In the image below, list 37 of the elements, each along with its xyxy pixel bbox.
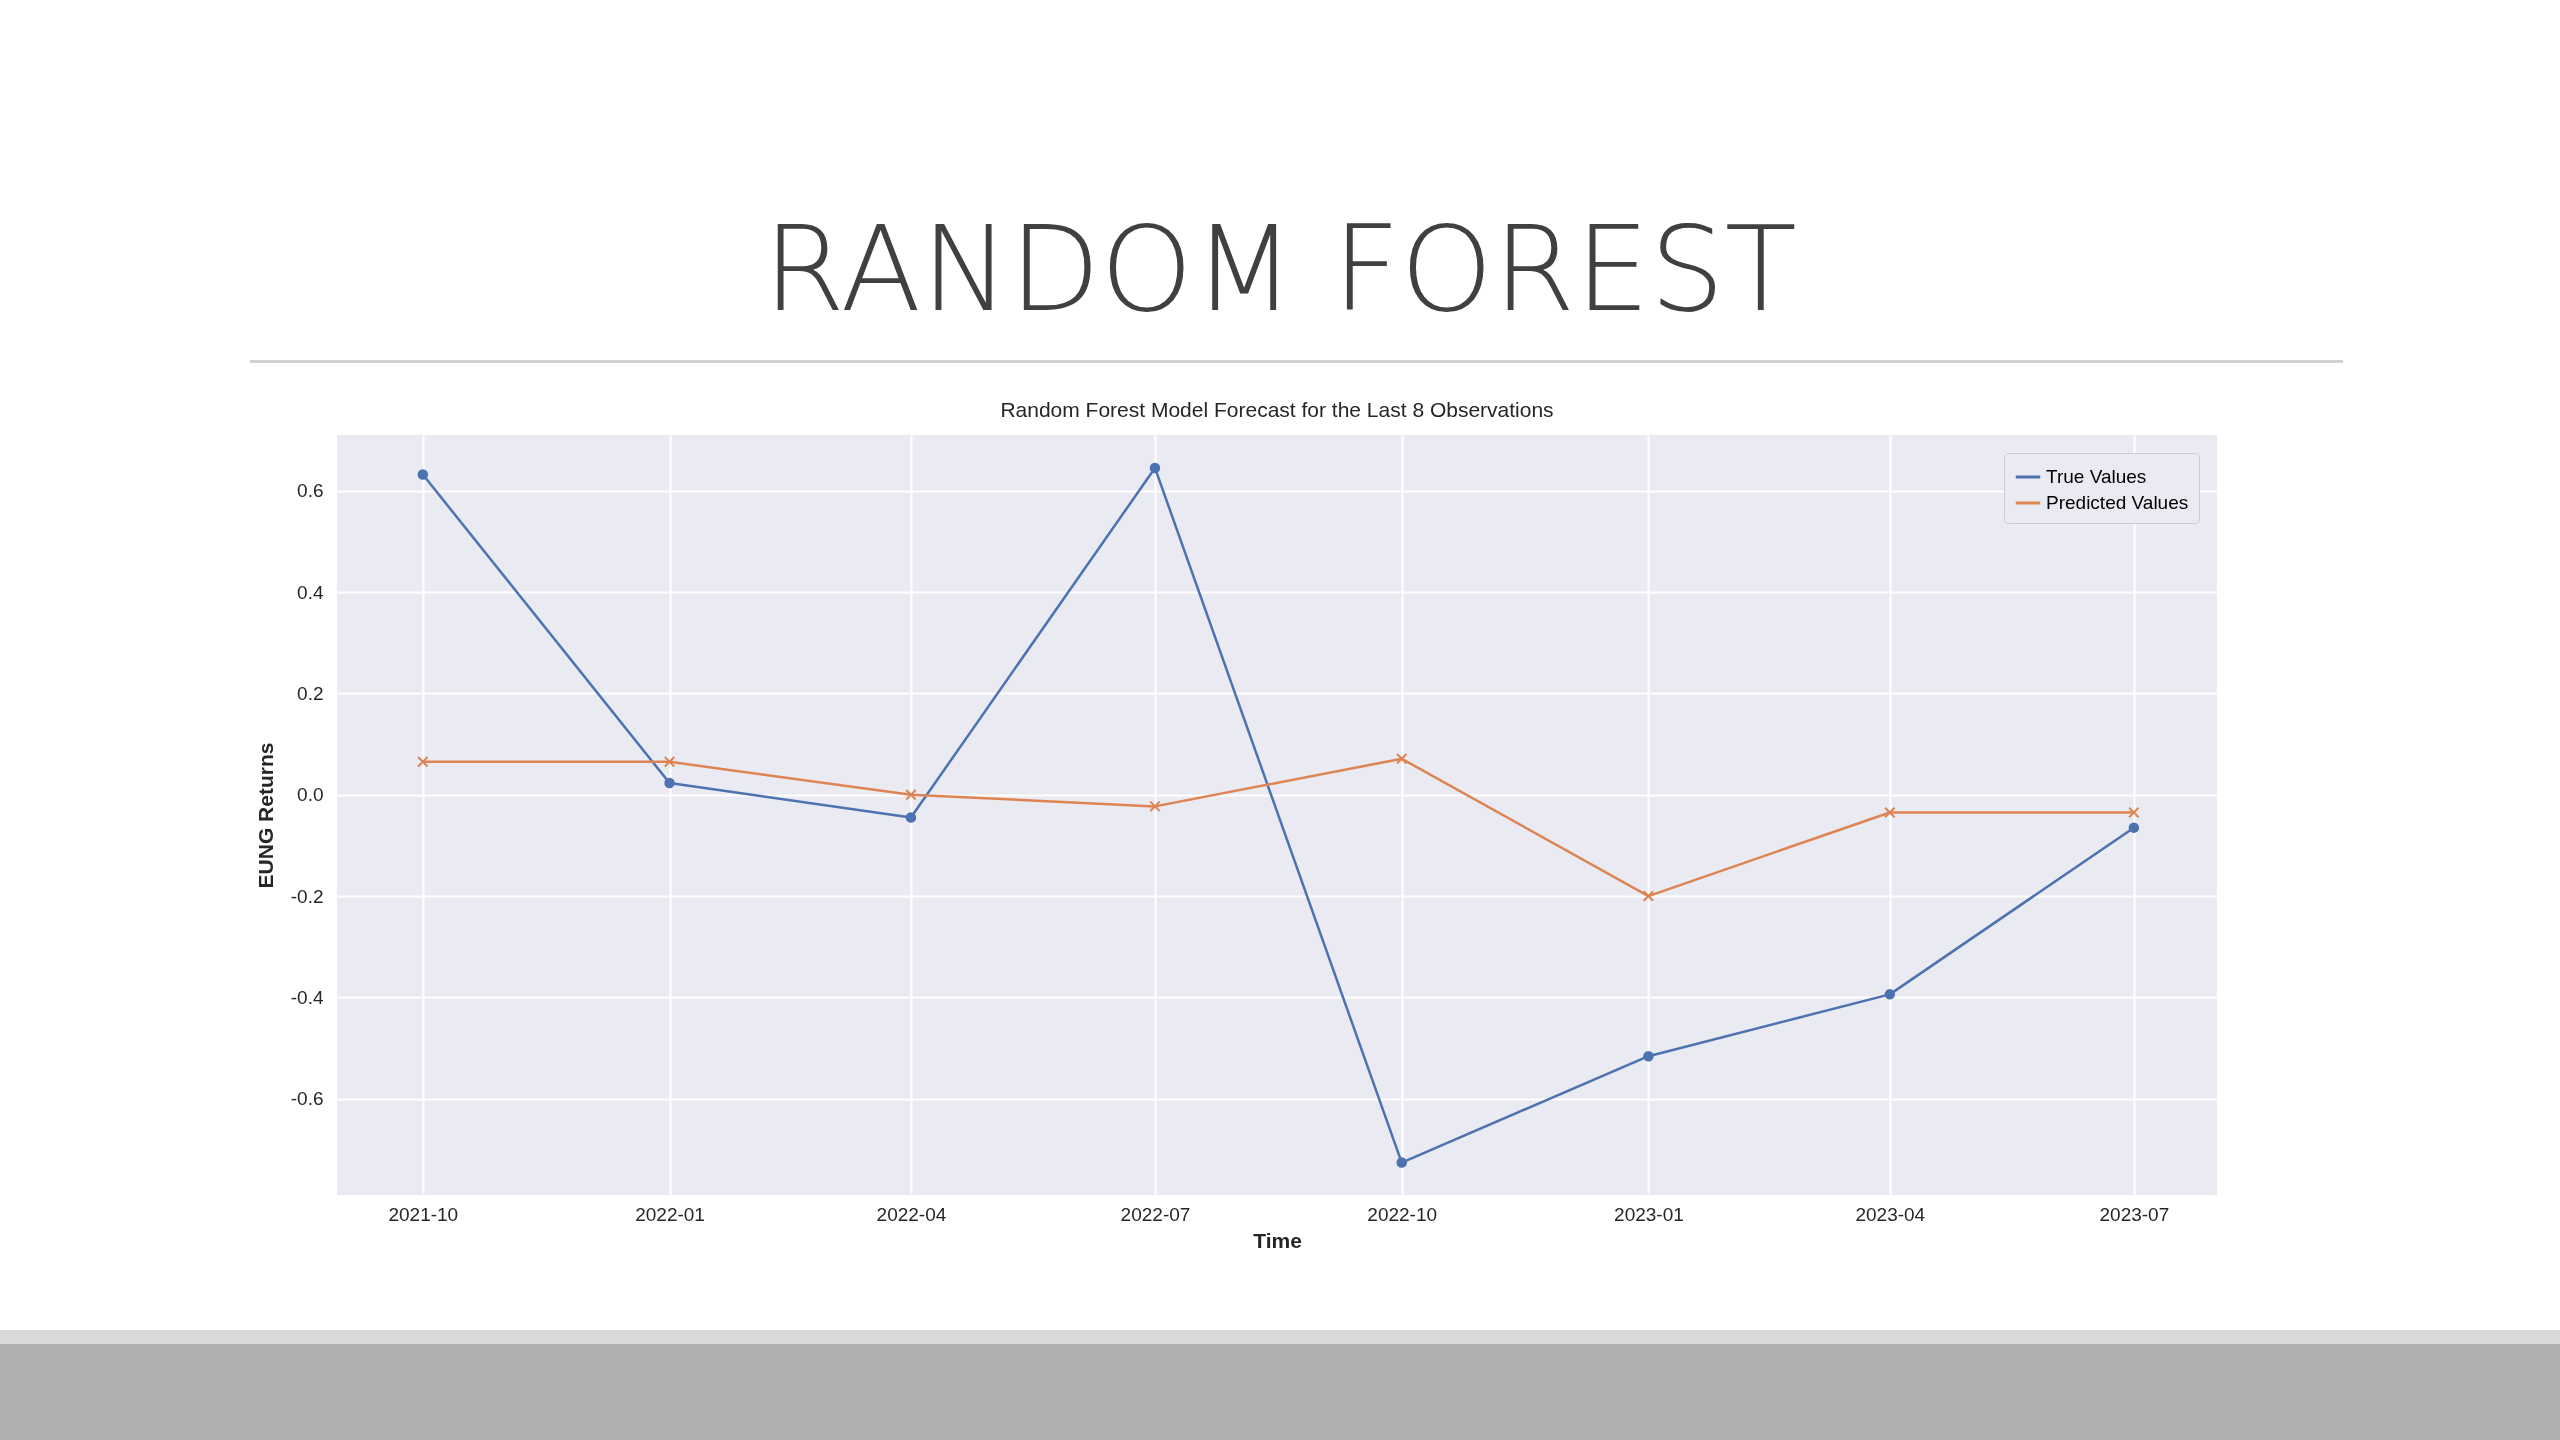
y-tick-label: -0.6	[290, 1088, 324, 1110]
point	[1149, 800, 1161, 813]
y-tick-label: 0.4	[297, 581, 324, 603]
x-tick-label: 2022-04	[876, 1203, 947, 1225]
point	[1884, 806, 1896, 819]
point	[1149, 462, 1161, 474]
x-tick-label: 2023-01	[1614, 1203, 1684, 1225]
chart-subtitle: Random Forest Model Forecast for the Last 8 Observations	[1000, 398, 1554, 421]
legend-label: Predicted Values	[2046, 492, 2189, 513]
point	[1643, 1050, 1654, 1062]
y-tick-label: -0.4	[290, 986, 324, 1008]
point	[2128, 822, 2140, 833]
x-tick-label: 2022-01	[635, 1203, 705, 1225]
x-tick-label: 2022-10	[1367, 1203, 1438, 1225]
point	[417, 469, 429, 480]
point	[664, 777, 675, 789]
chart-title: RANDOM FOREST	[762, 200, 1798, 338]
y-axis-title: EUNG Returns	[253, 742, 277, 889]
x-tick-label: 2023-04	[1855, 1203, 1926, 1225]
y-tick-label: 0.0	[297, 784, 324, 806]
point	[2128, 806, 2140, 819]
x-tick-label: 2021-10	[388, 1203, 459, 1225]
legend-label: True Values	[2046, 466, 2147, 487]
y-tick-label: -0.2	[290, 885, 324, 907]
point	[905, 788, 917, 801]
point	[905, 812, 917, 823]
x-tick-label: 2023-07	[2099, 1203, 2170, 1225]
x-axis-title: Time	[1253, 1228, 1302, 1252]
point	[1642, 890, 1655, 902]
point	[1396, 1157, 1407, 1168]
point	[1395, 753, 1408, 765]
point	[417, 756, 429, 768]
y-tick-label: 0.2	[297, 682, 324, 704]
point	[1884, 989, 1896, 1000]
x-tick-label: 2022-07	[1120, 1203, 1191, 1225]
point	[663, 756, 676, 768]
y-tick-label: 0.6	[297, 480, 324, 502]
